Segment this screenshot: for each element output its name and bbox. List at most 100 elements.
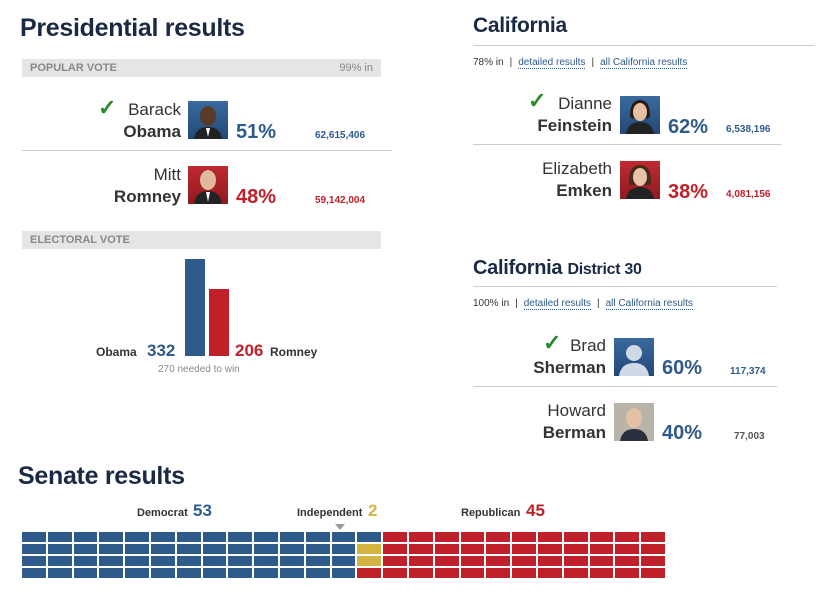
candidate-first-name: Dianne [558, 94, 612, 113]
row-divider [473, 386, 777, 387]
democrat-seat [202, 568, 227, 578]
presidential-title: Presidential results [20, 14, 245, 42]
democrat-count: 53 [193, 501, 212, 520]
democrat-seat [151, 532, 175, 542]
democrat-seat [125, 544, 149, 554]
senate-seat-grid [22, 532, 667, 580]
democrat-seat [47, 568, 72, 578]
candidate-first-name: Brad [570, 336, 606, 355]
berman-photo [614, 403, 654, 441]
republican-seat [563, 544, 588, 554]
candidate-votes: 6,538,196 [726, 124, 771, 135]
all-california-results-link[interactable]: all California results [600, 57, 688, 69]
republican-seat [538, 568, 562, 578]
republican-seat [563, 532, 588, 542]
democrat-seat [73, 544, 98, 554]
emken-photo [620, 161, 660, 199]
republican-label: Republican [461, 507, 521, 519]
republican-count: 45 [526, 501, 545, 520]
democrat-seat [357, 532, 382, 542]
republican-seat [383, 532, 407, 542]
republican-seat [589, 556, 614, 566]
republican-seat [409, 532, 433, 542]
candidate-last-name: Berman [542, 423, 606, 442]
romney-electoral-votes: 206 [235, 341, 264, 360]
republican-seat [409, 568, 433, 578]
obama-electoral-bar [185, 259, 205, 356]
republican-seat [434, 556, 459, 566]
republican-seat [512, 532, 536, 542]
democrat-seat [99, 544, 124, 554]
democrat-seat [280, 532, 304, 542]
democrat-seat [22, 568, 46, 578]
republican-seat [512, 544, 536, 554]
democrat-seat [228, 556, 253, 566]
district-reporting: 100% in [473, 298, 510, 309]
candidate-votes: 59,142,004 [315, 195, 366, 206]
candidate-last-name: Romney [113, 187, 181, 206]
republican-seat [434, 544, 459, 554]
obama-photo [188, 101, 228, 139]
candidate-votes: 4,081,156 [726, 189, 771, 200]
democrat-seat [331, 568, 356, 578]
republican-seat [641, 544, 665, 554]
democrat-seat [305, 568, 330, 578]
detailed-results-link[interactable]: detailed results [518, 57, 586, 69]
popular-vote-reporting: 99% in [339, 62, 373, 74]
all-california-results-link[interactable]: all California results [605, 298, 693, 310]
candidate-last-name: Obama [123, 122, 181, 141]
democrat-seat [202, 556, 227, 566]
republican-seat [538, 544, 562, 554]
republican-seat [615, 568, 640, 578]
candidate-last-name: Sherman [533, 358, 606, 377]
republican-seat [357, 568, 382, 578]
democrat-seat [280, 556, 304, 566]
democrat-seat [73, 568, 98, 578]
row-divider [22, 150, 392, 151]
candidate-first-name: Barack [128, 100, 181, 119]
detailed-results-link[interactable]: detailed results [523, 298, 592, 310]
majority-marker-icon [335, 524, 345, 530]
romney-electoral-label: Romney [270, 345, 318, 359]
california-title: California [473, 14, 567, 37]
democrat-seat [228, 544, 253, 554]
democrat-seat [125, 556, 149, 566]
republican-seat [486, 556, 511, 566]
democrat-seat [47, 556, 72, 566]
democrat-seat [305, 532, 330, 542]
republican-seat [589, 544, 614, 554]
republican-seat [383, 556, 407, 566]
candidate-percent: 40% [662, 422, 703, 444]
candidate-percent: 48% [236, 186, 277, 208]
republican-seat [460, 544, 485, 554]
democrat-seat [254, 568, 278, 578]
democrat-seat [125, 568, 149, 578]
district-number: District 30 [567, 261, 642, 278]
democrat-seat [280, 568, 304, 578]
independent-count: 2 [368, 501, 378, 520]
republican-seat [512, 556, 536, 566]
republican-seat [538, 556, 562, 566]
california-meta: 78% in | detailed results | all California r… [473, 57, 688, 69]
democrat-seat [228, 568, 253, 578]
democrat-seat [305, 544, 330, 554]
republican-seat [589, 568, 614, 578]
republican-seat [383, 544, 407, 554]
democrat-seat [202, 544, 227, 554]
democrat-seat [47, 532, 72, 542]
winner-check-icon: ✓ [543, 330, 562, 355]
district-state: California [473, 257, 563, 279]
candidate-votes: 117,374 [730, 366, 766, 377]
democrat-seat [99, 556, 124, 566]
candidate-votes: 77,003 [734, 431, 765, 442]
democrat-seat [125, 532, 149, 542]
republican-seat [383, 568, 407, 578]
candidate-last-name: Emken [556, 181, 612, 200]
democrat-seat [73, 532, 98, 542]
republican-seat [460, 532, 485, 542]
independent-seat [357, 556, 382, 566]
republican-seat [460, 556, 485, 566]
republican-seat [512, 568, 536, 578]
winner-check-icon: ✓ [528, 88, 547, 113]
candidate-first-name: Elizabeth [542, 159, 612, 178]
